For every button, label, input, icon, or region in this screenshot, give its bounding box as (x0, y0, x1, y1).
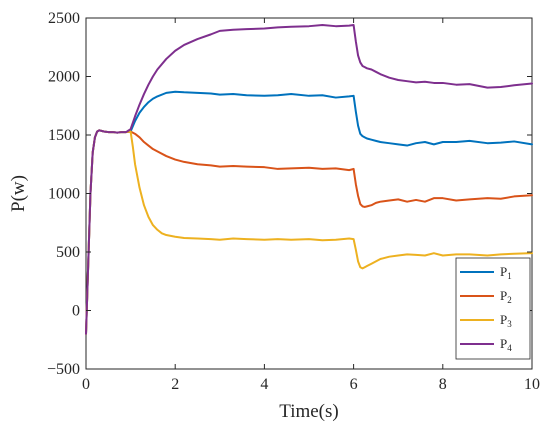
y-tick-labels: −500 0 500 1000 1500 2000 2500 (47, 10, 80, 378)
legend-items: P1 P2 P3 P4 (460, 264, 512, 353)
x-axis-label: Time(s) (279, 401, 338, 422)
y-tick-label: 2500 (48, 10, 80, 27)
y-tick-label: 1000 (48, 186, 80, 203)
y-tick-label: 0 (72, 303, 80, 320)
legend-label-p2: P2 (500, 288, 512, 305)
y-tick-label: 500 (56, 244, 80, 261)
series-layer (85, 24, 533, 335)
legend-box (455, 257, 531, 360)
x-tick-label: 2 (171, 376, 179, 393)
x-tick-label: 4 (260, 376, 268, 393)
y-tick-label: 2000 (48, 69, 80, 86)
series-line-p4 (85, 24, 533, 335)
legend-label-p1: P1 (500, 264, 512, 281)
y-tick-label: −500 (47, 361, 80, 378)
y-axis-label: P(w) (8, 175, 29, 212)
legend: P1 P2 P3 P4 (455, 257, 531, 360)
x-tick-label: 8 (439, 376, 447, 393)
x-tick-label: 10 (524, 376, 540, 393)
ticks-layer (85, 17, 533, 370)
plot-area (85, 17, 533, 370)
y-tick-label: 1500 (48, 127, 80, 144)
x-tick-labels: 0 2 4 6 8 10 (82, 376, 540, 393)
x-tick-label: 0 (82, 376, 90, 393)
x-tick-label: 6 (350, 376, 358, 393)
legend-label-p4: P4 (500, 336, 512, 353)
legend-label-p3: P3 (500, 312, 512, 329)
